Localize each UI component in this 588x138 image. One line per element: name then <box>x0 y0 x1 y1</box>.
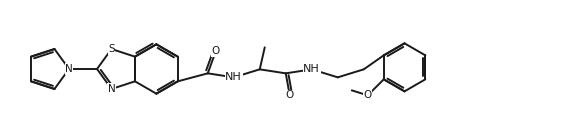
Text: NH: NH <box>303 64 320 74</box>
Text: N: N <box>108 84 115 94</box>
Text: O: O <box>286 90 294 100</box>
Text: S: S <box>108 44 115 54</box>
Text: NH: NH <box>225 72 242 82</box>
Text: O: O <box>363 90 372 100</box>
Text: N: N <box>65 64 73 74</box>
Text: O: O <box>212 46 220 56</box>
